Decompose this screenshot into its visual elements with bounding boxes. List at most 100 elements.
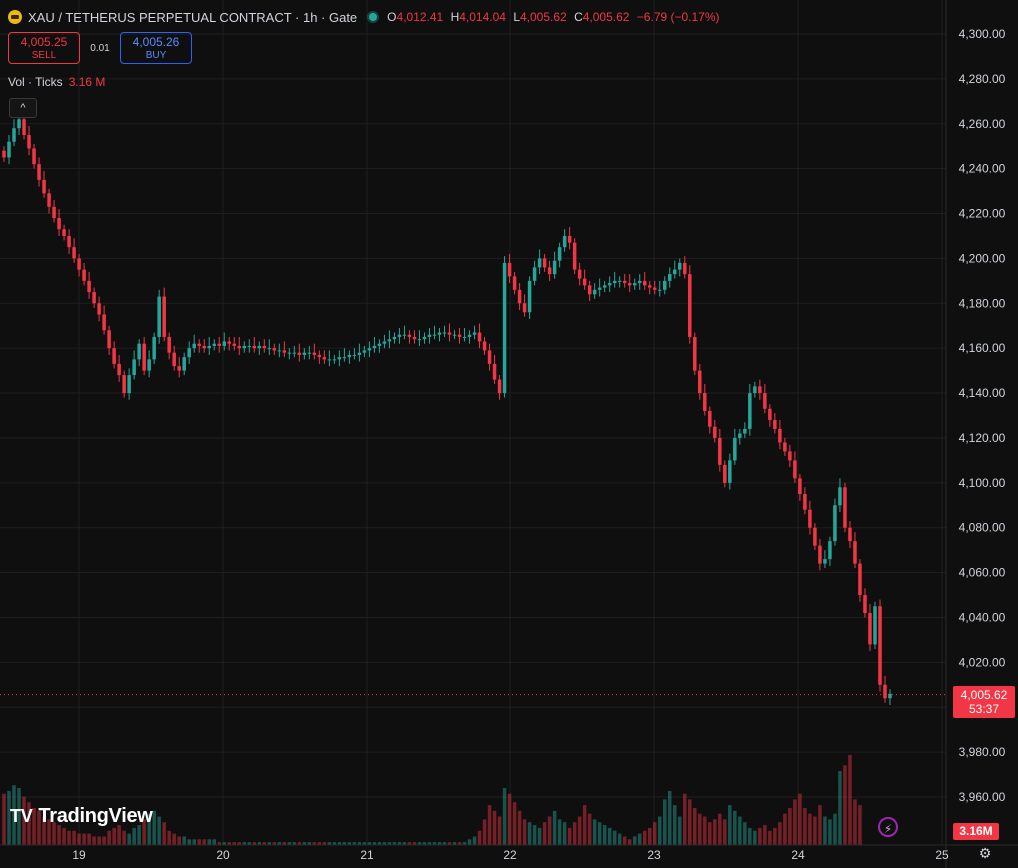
candle-body [262,345,267,349]
price-tick-label: 4,300.00 [959,27,1006,41]
volume-bar [7,790,11,845]
last-price-value: 4,005.62 [960,688,1008,702]
candle-body [107,330,111,349]
candle-body [472,332,477,335]
candle-body [22,119,26,135]
price-tick-label: 4,160.00 [959,341,1006,355]
candle-body [703,393,707,412]
candle-body [397,334,402,337]
volume-bar [332,842,337,845]
buy-button[interactable]: 4,005.26 BUY [120,32,192,64]
volume-bar [127,833,131,845]
lightning-icon[interactable]: ⚡ [878,817,898,837]
candle-body [532,267,537,281]
volume-bar [117,825,121,845]
volume-bar [788,807,792,845]
gear-icon[interactable]: ⚙ [978,845,992,861]
chevron-up-icon[interactable]: ^ [9,98,37,118]
volume-bar [167,830,171,845]
volume-bar [267,842,272,845]
price-tick-label: 4,220.00 [959,207,1006,221]
price-tick-label: 3,980.00 [959,745,1006,759]
candle-body [192,343,196,349]
volume-bar [492,810,497,845]
candle-body [12,128,16,142]
volume-bar [557,819,562,845]
candle-body [768,408,772,420]
change-value: −6.79 (−0.17%) [636,10,720,24]
candle-body [833,505,837,542]
price-tick-label: 4,240.00 [959,162,1006,176]
tradingview-logo[interactable]: TV TradingView [10,805,153,828]
close-value: 4,005.62 [582,10,630,24]
price-tick-label: 4,080.00 [959,521,1006,535]
volume-bar [392,842,397,845]
volume-bar [207,839,211,845]
volume-bar [147,813,151,845]
candle-body [407,334,412,337]
candle-body [102,314,106,331]
tradingview-mark-icon: TV [10,806,33,826]
volume-bar [577,816,582,845]
candle-body [227,341,232,344]
candle-body [317,354,322,358]
candle-body [337,357,342,360]
candle-body [427,334,432,337]
candle-body [212,343,216,346]
volume-bar [382,842,387,845]
sell-label: SELL [31,50,57,61]
candle-body [277,350,282,352]
symbol-title[interactable]: XAU / TETHERUS PERPETUAL CONTRACT · 1h ·… [28,9,358,25]
volume-bar [257,842,262,845]
candle-body [823,559,827,564]
candle-body [783,442,787,452]
candle-body [748,393,752,429]
candle-body [32,148,36,165]
volume-bar [137,825,141,845]
candle-body [82,269,86,281]
volume-bar [22,796,26,845]
candle-body [2,150,6,158]
volume-bar [552,810,557,845]
volume-bar [507,793,512,845]
volume-bar [182,836,186,845]
volume-legend[interactable]: Vol · Ticks 3.16 M [8,75,105,89]
candle-body [818,545,822,564]
time-tick-label: 23 [647,848,661,862]
market-open-dot-icon [369,13,378,21]
candle-body [442,332,447,334]
candle-body [47,193,51,207]
volume-bar [562,822,567,845]
chart-header: XAU / TETHERUS PERPETUAL CONTRACT · 1h ·… [8,8,724,26]
candle-body [222,341,227,346]
price-tick-label: 4,020.00 [959,655,1006,669]
volume-bar [497,816,502,845]
candle-body [412,336,417,340]
trade-panel: 4,005.25 SELL 0.01 4,005.26 BUY [8,32,192,64]
candle-body [92,292,96,304]
candle-body [602,285,607,288]
volume-bar [813,816,817,845]
candle-body [182,357,186,371]
volume-bar [783,813,787,845]
candle-body [287,352,292,354]
high-label: H [450,10,460,24]
candle-body [683,262,687,275]
candle-body [522,303,527,313]
volume-legend-value: 3.16 M [68,75,106,89]
candle-body [733,437,737,461]
low-label: L [513,10,520,24]
volume-bar [142,819,146,845]
volume-bar [362,842,367,845]
volume-bar [447,842,452,845]
candle-body [97,303,101,315]
volume-bar [587,813,592,845]
candle-body [87,280,91,293]
candle-body [673,269,677,275]
volume-bar [748,827,752,845]
candle-body [327,359,332,361]
sell-button[interactable]: 4,005.25 SELL [8,32,80,64]
candle-body [728,460,732,483]
